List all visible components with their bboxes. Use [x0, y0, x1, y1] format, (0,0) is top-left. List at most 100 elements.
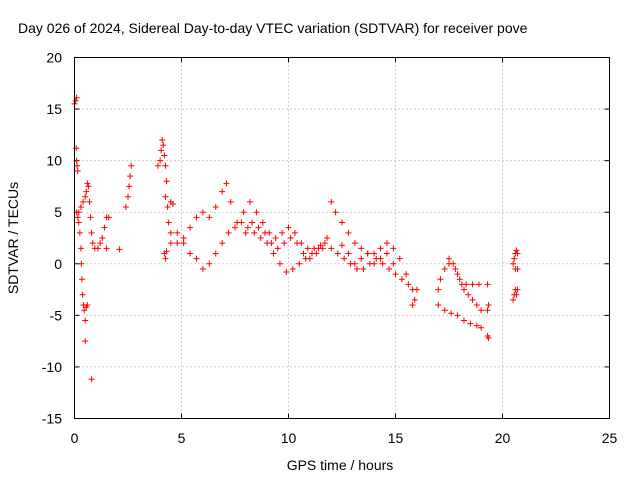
data-point — [377, 245, 384, 252]
data-point — [469, 281, 476, 288]
data-point — [244, 224, 251, 231]
data-point — [257, 235, 264, 241]
data-point — [238, 219, 245, 226]
x-tick-label: 0 — [71, 430, 79, 446]
data-point — [75, 219, 82, 226]
data-point — [101, 224, 108, 231]
data-point — [240, 209, 247, 216]
data-point — [403, 271, 410, 278]
x-tick-label: 5 — [178, 430, 186, 446]
data-point — [513, 247, 520, 254]
data-point — [88, 229, 95, 236]
data-point — [128, 162, 135, 169]
data-point — [160, 142, 167, 149]
data-point — [83, 188, 90, 195]
data-point — [465, 291, 472, 298]
data-point — [99, 235, 106, 241]
data-point — [164, 204, 171, 211]
data-point — [360, 265, 367, 272]
data-point — [122, 204, 129, 211]
data-point — [441, 265, 448, 272]
series-rise-2h — [122, 162, 135, 211]
series-wave-c — [242, 219, 397, 267]
data-point — [390, 245, 397, 252]
data-point — [157, 157, 164, 164]
y-tick-labels: -15 -10 -5 0 5 10 15 20 — [42, 50, 62, 427]
data-point — [456, 276, 463, 283]
data-points — [71, 94, 521, 383]
data-point — [454, 271, 461, 278]
data-point — [306, 255, 313, 262]
data-point — [446, 255, 452, 262]
data-point — [383, 240, 390, 247]
data-point — [95, 245, 102, 252]
data-point — [364, 250, 371, 257]
series-late-arc-a — [435, 255, 491, 293]
data-point — [460, 317, 467, 324]
data-point — [324, 235, 331, 241]
data-point — [77, 204, 84, 211]
data-point — [353, 265, 360, 272]
data-point — [97, 240, 104, 247]
x-tick-label: 20 — [495, 430, 511, 446]
data-point — [78, 276, 85, 283]
data-point — [274, 245, 281, 252]
data-point — [89, 240, 96, 247]
x-tick-labels: 0 5 10 15 20 25 — [71, 430, 618, 446]
data-point — [206, 214, 213, 221]
y-tick-label: 20 — [46, 50, 62, 66]
data-point — [158, 147, 165, 154]
data-point — [223, 180, 230, 187]
axis-ticks — [74, 57, 610, 419]
data-point — [84, 180, 91, 187]
data-point — [452, 265, 459, 272]
data-point — [334, 250, 341, 257]
y-tick-label: -15 — [42, 411, 62, 427]
data-point — [435, 286, 442, 293]
data-point — [485, 335, 492, 342]
data-point — [398, 276, 405, 283]
data-point — [289, 265, 296, 272]
data-point — [467, 320, 474, 327]
data-point — [199, 209, 206, 216]
data-point — [105, 214, 112, 221]
data-point — [219, 240, 226, 247]
data-point — [371, 260, 378, 267]
series-end-cluster — [510, 247, 521, 303]
data-point — [510, 296, 517, 303]
data-point — [219, 188, 226, 195]
data-point — [475, 281, 482, 288]
data-point — [82, 317, 89, 324]
data-point — [473, 322, 480, 329]
plot-frame — [74, 57, 610, 419]
data-point — [291, 229, 298, 236]
data-point — [76, 229, 83, 236]
series-rise-4h — [154, 137, 176, 262]
y-tick-label: 10 — [46, 153, 62, 169]
data-point — [514, 250, 521, 257]
data-point — [72, 97, 79, 104]
data-point — [317, 242, 324, 249]
data-point — [268, 240, 275, 247]
data-point — [125, 193, 131, 200]
data-point — [405, 281, 412, 288]
y-axis-label: SDTVAR / TECUs — [5, 182, 21, 294]
data-point — [88, 376, 95, 383]
data-point — [74, 214, 81, 221]
data-point — [86, 198, 93, 205]
series-late-arc-b — [435, 302, 485, 331]
data-point — [392, 271, 399, 278]
data-point — [212, 250, 219, 257]
data-point — [328, 198, 335, 205]
y-tick-label: 0 — [54, 256, 62, 272]
data-point — [454, 312, 461, 319]
data-point — [126, 183, 133, 190]
data-point — [358, 245, 365, 252]
data-point — [82, 338, 89, 345]
y-tick-label: -10 — [42, 359, 62, 375]
data-point — [287, 235, 294, 241]
data-point — [212, 204, 219, 211]
data-point — [80, 198, 87, 205]
data-point — [304, 245, 311, 252]
